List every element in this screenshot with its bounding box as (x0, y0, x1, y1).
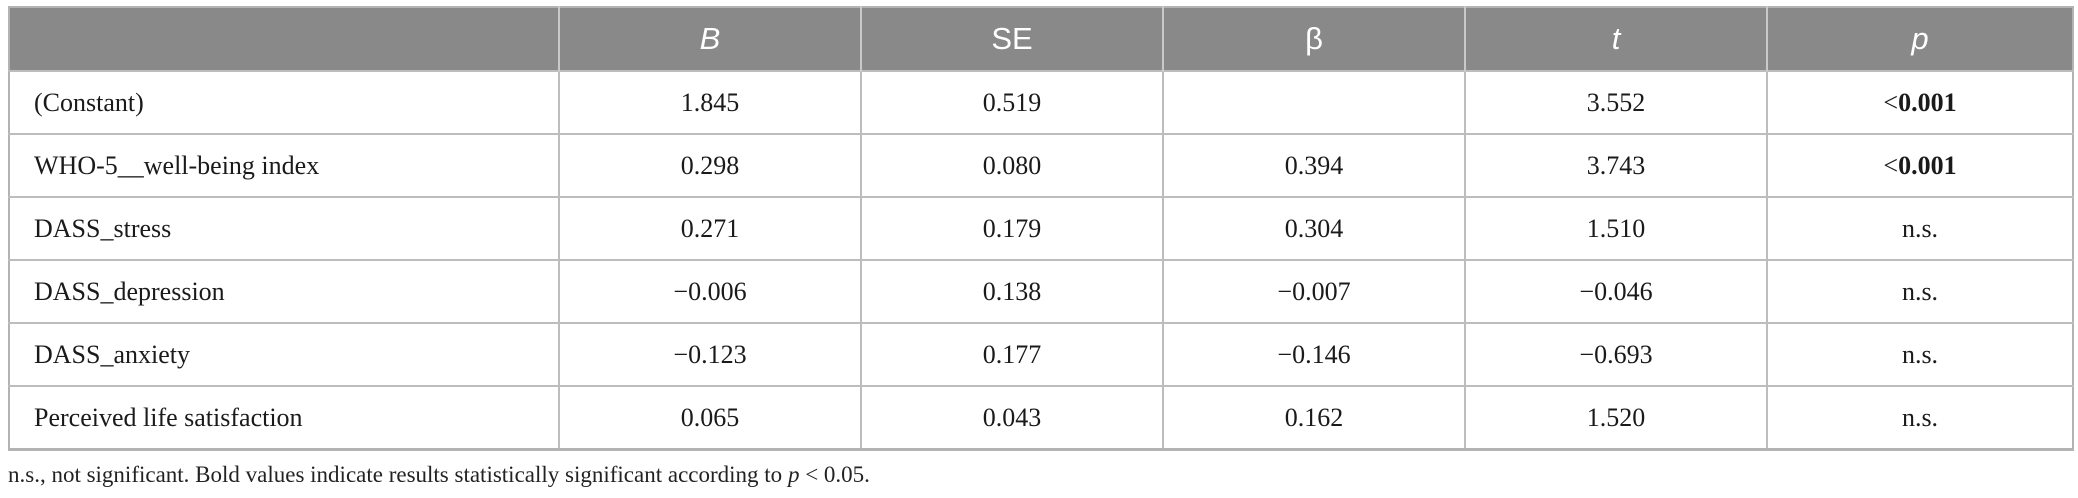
cell-t: −0.693 (1464, 322, 1767, 386)
row-label: DASS_depression (9, 259, 559, 323)
table-footnote: n.s., not significant. Bold values indic… (8, 462, 870, 488)
cell-t: 1.520 (1464, 385, 1767, 451)
footnote-threshold: < 0.05. (799, 462, 870, 487)
table-row: DASS_stress 0.271 0.179 0.304 1.510 n.s. (9, 196, 2073, 260)
row-label: WHO-5__well-being index (9, 133, 559, 197)
footnote-text: n.s., not significant. Bold values indic… (8, 462, 788, 487)
cell-b: 0.065 (558, 385, 861, 451)
cell-se: 0.519 (860, 70, 1163, 134)
footnote-p-symbol: p (787, 462, 800, 487)
cell-t: 1.510 (1464, 196, 1767, 260)
row-label: DASS_stress (9, 196, 559, 260)
cell-se: 0.080 (860, 133, 1163, 197)
header-t: t (1464, 7, 1767, 71)
header-se: SE (860, 7, 1163, 71)
cell-beta: −0.146 (1162, 322, 1465, 386)
p-value-significant: 0.001 (1898, 150, 1957, 180)
table-row: DASS_anxiety −0.123 0.177 −0.146 −0.693 n.s. (9, 322, 2073, 386)
table-row: WHO-5__well-being index 0.298 0.080 0.394 3.… (9, 133, 2073, 197)
header-p: p (1766, 7, 2073, 71)
cell-p: n.s. (1766, 322, 2073, 386)
table-row: Perceived life satisfaction 0.065 0.043 0.1… (9, 385, 2073, 451)
p-value-significant: 0.001 (1898, 87, 1957, 117)
p-prefix: < (1883, 87, 1899, 117)
cell-b: 0.271 (558, 196, 861, 260)
p-value: n.s. (1901, 276, 1939, 306)
cell-se: 0.043 (860, 385, 1163, 451)
p-value: n.s. (1901, 339, 1939, 369)
table-row: DASS_depression −0.006 0.138 −0.007 −0.046 n.… (9, 259, 2073, 323)
table-body: (Constant) 1.845 0.519 3.552 <0.001 WHO-5__we… (9, 70, 2073, 451)
cell-b: −0.123 (558, 322, 861, 386)
cell-beta: 0.162 (1162, 385, 1465, 451)
regression-table: B SE β t p (Constant) 1.845 0.519 3.552 <0.0… (8, 6, 2074, 451)
table-row: (Constant) 1.845 0.519 3.552 <0.001 (9, 70, 2073, 134)
p-prefix: < (1883, 150, 1899, 180)
row-label: Perceived life satisfaction (9, 385, 559, 451)
cell-beta: 0.304 (1162, 196, 1465, 260)
cell-p: <0.001 (1766, 133, 2073, 197)
results-table-container: B SE β t p (Constant) 1.845 0.519 3.552 <0.0… (8, 6, 2074, 451)
p-value: n.s. (1901, 402, 1939, 432)
cell-t: 3.552 (1464, 70, 1767, 134)
header-row: B SE β t p (9, 7, 2073, 71)
cell-t: 3.743 (1464, 133, 1767, 197)
p-value: n.s. (1901, 213, 1939, 243)
cell-b: 1.845 (558, 70, 861, 134)
row-label: DASS_anxiety (9, 322, 559, 386)
cell-beta: 0.394 (1162, 133, 1465, 197)
cell-p: n.s. (1766, 196, 2073, 260)
header-beta: β (1162, 7, 1465, 71)
cell-se: 0.179 (860, 196, 1163, 260)
cell-p: <0.001 (1766, 70, 2073, 134)
cell-p: n.s. (1766, 259, 2073, 323)
cell-t: −0.046 (1464, 259, 1767, 323)
table-header: B SE β t p (9, 7, 2073, 71)
cell-b: −0.006 (558, 259, 861, 323)
header-b: B (558, 7, 861, 71)
cell-beta (1162, 70, 1465, 134)
cell-se: 0.138 (860, 259, 1163, 323)
cell-beta: −0.007 (1162, 259, 1465, 323)
header-label-column (9, 7, 559, 71)
cell-p: n.s. (1766, 385, 2073, 451)
cell-b: 0.298 (558, 133, 861, 197)
cell-se: 0.177 (860, 322, 1163, 386)
row-label: (Constant) (9, 70, 559, 134)
